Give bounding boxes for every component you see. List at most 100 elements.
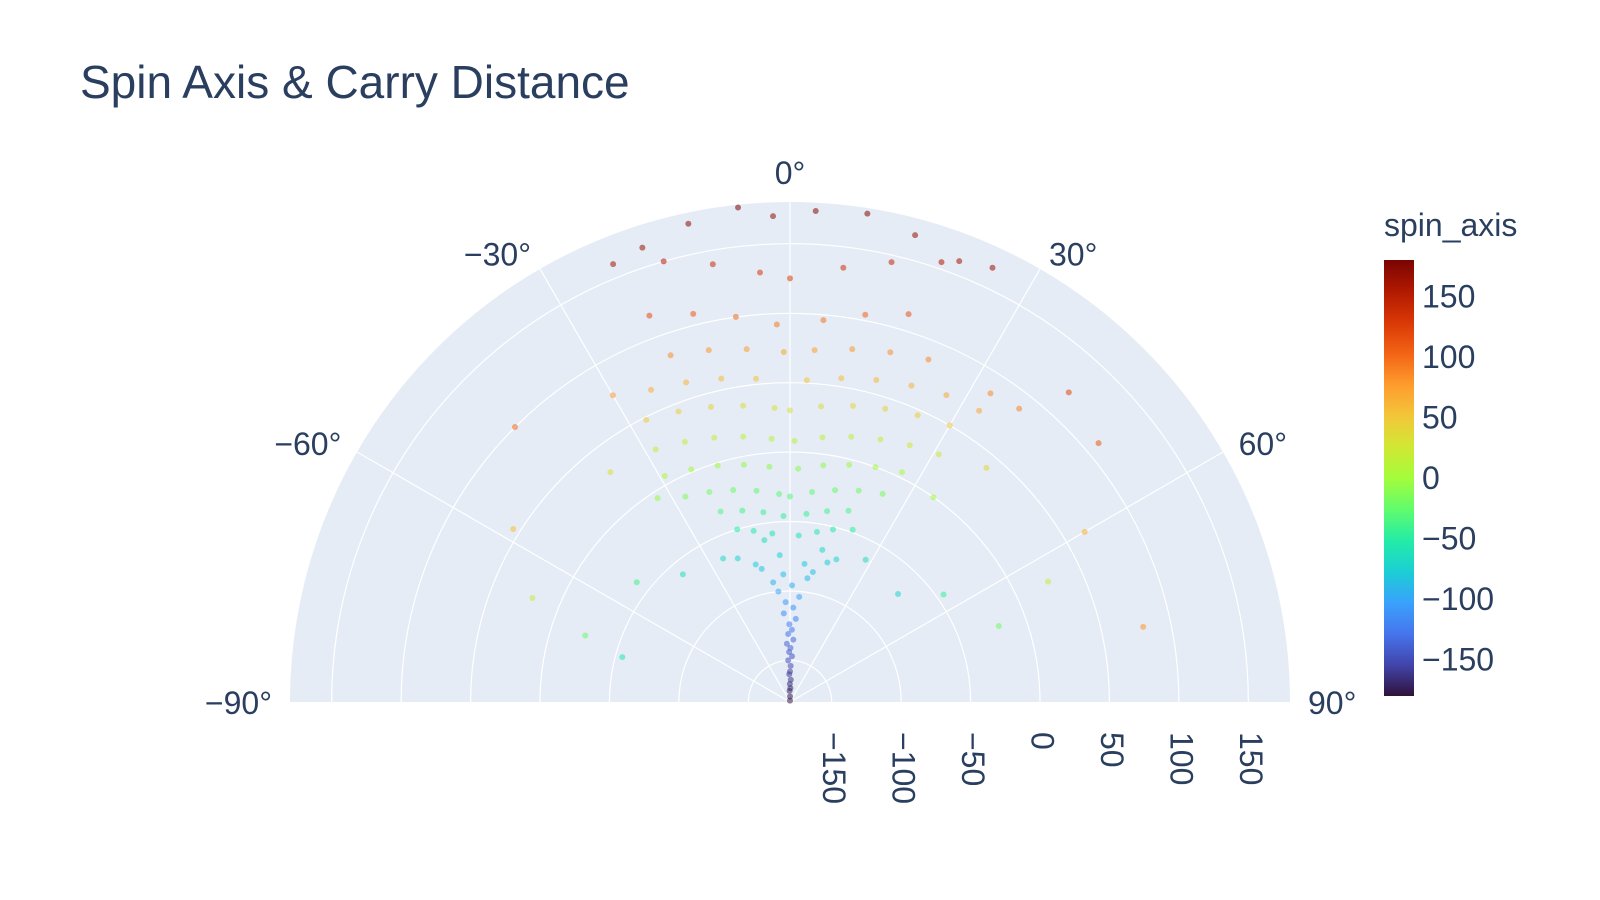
scatter-point — [833, 556, 840, 563]
scatter-point — [782, 599, 789, 606]
angular-tick-label: 30° — [1049, 236, 1097, 272]
scatter-point — [803, 510, 810, 517]
scatter-point — [730, 487, 737, 494]
scatter-point — [787, 275, 793, 282]
scatter-point — [780, 571, 787, 578]
scatter-point — [845, 507, 852, 514]
angular-tick-label: 0° — [775, 155, 806, 191]
scatter-point — [734, 555, 741, 562]
scatter-point — [787, 493, 793, 500]
scatter-point — [758, 565, 765, 572]
radial-tick-labels: −150 −100 −50 0 50 100 150 — [816, 732, 1269, 804]
scatter-point — [819, 546, 826, 553]
scatter-point — [720, 555, 727, 562]
scatter-point — [709, 261, 716, 268]
scatter-point — [732, 313, 739, 320]
scatter-point — [830, 526, 837, 533]
angular-gridline — [789, 451, 1224, 703]
scatter-point — [792, 615, 799, 622]
scatter-point — [675, 408, 682, 415]
scatter-point — [787, 693, 794, 700]
scatter-point — [809, 489, 816, 496]
scatter-point — [838, 375, 845, 382]
angular-tick-label: −30° — [464, 236, 531, 272]
scatter-point — [740, 402, 747, 409]
scatter-point — [775, 588, 782, 595]
colorbar-tick-label: 50 — [1422, 399, 1458, 435]
radial-tick-label: −50 — [955, 732, 991, 786]
scatter-point — [938, 259, 945, 266]
scatter-point — [654, 495, 661, 502]
scatter-point — [582, 632, 589, 639]
scatter-point — [750, 527, 757, 534]
scatter-point — [707, 403, 714, 410]
scatter-point — [791, 437, 798, 444]
scatter-point — [1065, 389, 1072, 396]
scatter-point — [788, 626, 795, 633]
scatter-point — [832, 487, 839, 494]
angular-gridline — [539, 268, 791, 703]
radial-tick-label: −100 — [886, 732, 922, 804]
scatter-point — [824, 508, 831, 515]
scatter-point — [1016, 405, 1023, 412]
scatter-point — [912, 232, 919, 239]
scatter-point — [849, 526, 856, 533]
scatter-point — [648, 386, 655, 393]
angular-tick-label: −60° — [274, 426, 341, 462]
radial-tick-label: 150 — [1233, 732, 1269, 785]
scatter-point — [930, 494, 937, 501]
scatter-point — [705, 347, 712, 354]
scatter-point — [770, 213, 777, 220]
scatter-points — [510, 204, 1147, 704]
radial-tick-label: 0 — [1025, 732, 1061, 750]
angular-tick-label: −90° — [205, 685, 272, 721]
scatter-point — [679, 571, 686, 578]
scatter-point — [512, 424, 519, 431]
chart-title: Spin Axis & Carry Distance — [80, 56, 630, 108]
colorbar-tick-label: 150 — [1422, 278, 1475, 314]
scatter-point — [717, 508, 724, 515]
scatter-point — [718, 375, 725, 382]
colorbar-ticks: 150 100 50 0 −50 −100 −150 — [1422, 278, 1494, 677]
scatter-point — [770, 579, 777, 586]
scatter-point — [877, 436, 884, 443]
angular-tick-label: 60° — [1239, 426, 1287, 462]
angular-tick-labels: −90° −60° −30° 0° 30° 60° 90° — [205, 155, 1356, 721]
scatter-point — [840, 264, 847, 271]
colorbar: spin_axis 150 100 50 0 −50 −100 −150 — [1384, 207, 1517, 696]
scatter-point — [995, 622, 1002, 629]
scatter-point — [906, 442, 913, 449]
scatter-point — [846, 461, 853, 468]
scatter-point — [776, 552, 783, 559]
angular-tick-label: 90° — [1308, 685, 1356, 721]
colorbar-tick-label: 100 — [1422, 339, 1475, 375]
scatter-point — [761, 537, 768, 544]
scatter-point — [795, 465, 802, 472]
scatter-point — [714, 462, 721, 469]
scatter-point — [943, 392, 950, 399]
scatter-point — [740, 461, 747, 468]
radial-tick-label: −150 — [816, 732, 852, 804]
scatter-point — [888, 259, 895, 266]
scatter-point — [989, 264, 996, 271]
scatter-point — [899, 469, 906, 476]
scatter-point — [811, 347, 818, 354]
scatter-point — [752, 561, 759, 568]
scatter-point — [667, 352, 674, 359]
radial-tick-label: 100 — [1163, 732, 1199, 785]
scatter-point — [785, 657, 792, 664]
scatter-point — [633, 579, 640, 586]
angular-gridline — [789, 268, 1041, 703]
scatter-point — [688, 466, 695, 473]
scatter-point — [681, 438, 688, 445]
scatter-point — [788, 653, 795, 660]
scatter-point — [734, 526, 741, 533]
scatter-point — [661, 473, 668, 480]
scatter-point — [848, 433, 855, 440]
scatter-point — [864, 210, 871, 217]
scatter-point — [935, 451, 942, 458]
scatter-point — [756, 269, 763, 276]
scatter-point — [682, 493, 689, 500]
scatter-point — [706, 488, 713, 495]
scatter-point — [795, 532, 802, 539]
